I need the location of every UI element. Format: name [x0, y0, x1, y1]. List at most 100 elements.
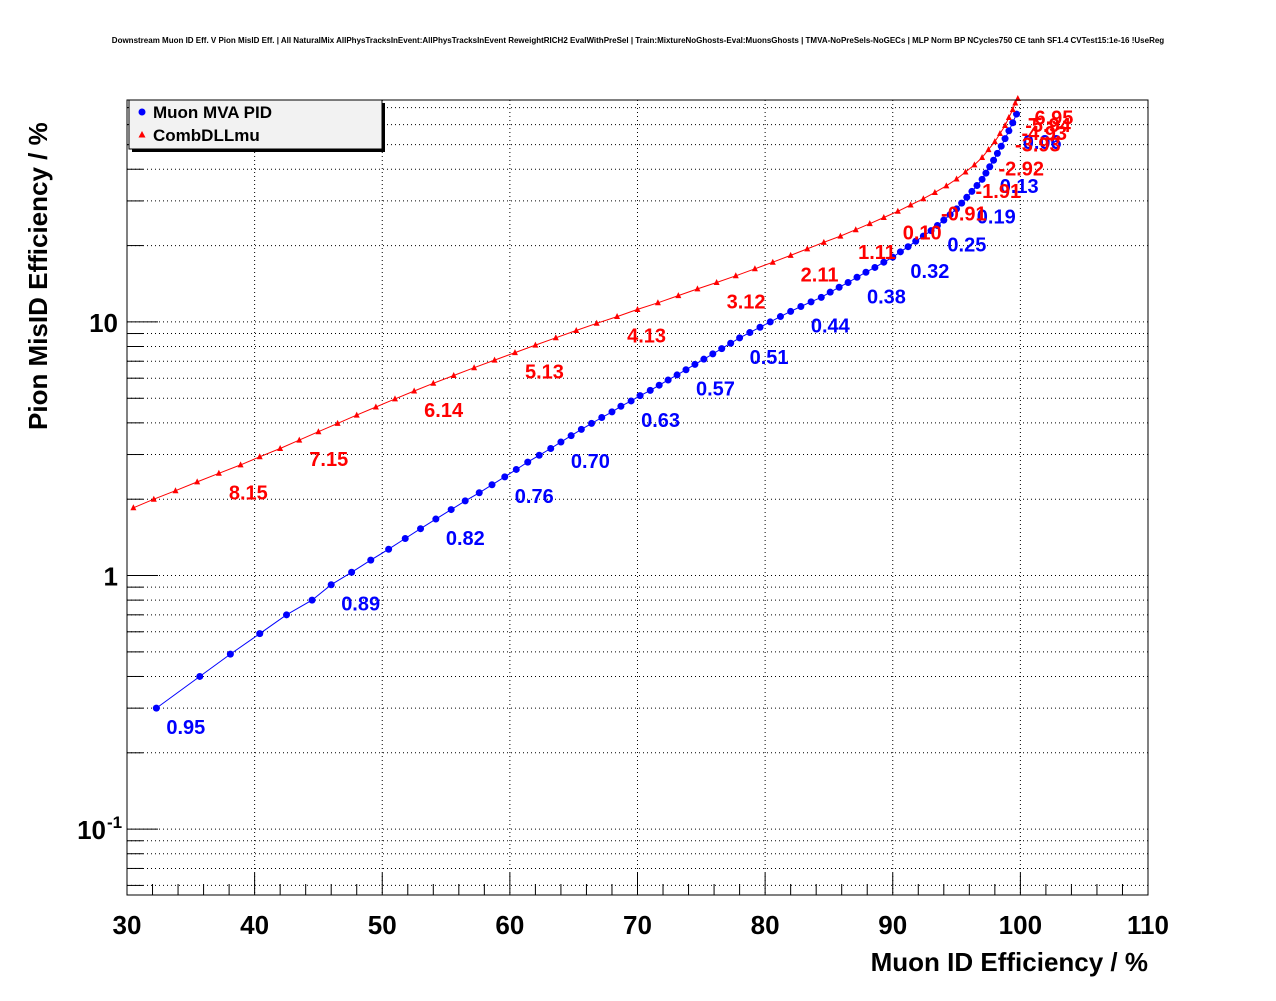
data-point-muon-mva-pid: [787, 307, 795, 315]
x-tick-label: 60: [495, 910, 524, 940]
data-point-muon-mva-pid: [447, 506, 455, 514]
data-point-muon-mva-pid: [535, 451, 543, 459]
data-point-muon-mva-pid: [401, 534, 409, 542]
data-point-muon-mva-pid: [746, 329, 754, 337]
threshold-label: 3.12: [727, 292, 766, 314]
data-point-muon-mva-pid: [646, 386, 654, 394]
data-point-muon-mva-pid: [756, 323, 764, 331]
series-layer: [130, 95, 1021, 712]
threshold-label: 0.63: [641, 410, 680, 432]
data-point-combdllmu: [237, 461, 244, 468]
data-point-combdllmu: [296, 436, 303, 443]
data-point-muon-mva-pid: [871, 263, 879, 271]
data-point-muon-mva-pid: [933, 222, 941, 230]
data-point-combdllmu: [654, 299, 661, 306]
threshold-label: 0.76: [515, 486, 554, 508]
threshold-label: 0.25: [947, 235, 986, 257]
data-point-muon-mva-pid: [709, 350, 717, 358]
threshold-label: 0.10: [903, 222, 942, 244]
data-point-muon-mva-pid: [417, 525, 425, 533]
threshold-label: 0.95: [166, 717, 205, 739]
data-point-muon-mva-pid: [655, 381, 663, 389]
data-point-combdllmu: [985, 146, 992, 153]
threshold-label: -6.95: [1028, 108, 1074, 130]
data-point-combdllmu: [920, 195, 927, 202]
threshold-label: 0.32: [910, 261, 949, 283]
data-point-combdllmu: [962, 168, 969, 175]
data-point-combdllmu: [411, 387, 418, 394]
data-point-muon-mva-pid: [982, 169, 990, 177]
data-point-muon-mva-pid: [475, 489, 483, 497]
x-axis-title: Muon ID Efficiency / %: [871, 947, 1148, 977]
x-tick-label: 40: [240, 910, 269, 940]
x-tick-label: 110: [1127, 910, 1169, 940]
threshold-label: -3.93: [1015, 134, 1061, 156]
data-point-muon-mva-pid: [557, 438, 565, 446]
data-point-combdllmu: [593, 319, 600, 326]
data-point-muon-mva-pid: [997, 142, 1005, 150]
data-point-muon-mva-pid: [968, 187, 976, 195]
data-point-muon-mva-pid: [700, 355, 708, 363]
data-point-combdllmu: [491, 356, 498, 363]
data-point-muon-mva-pid: [912, 237, 920, 245]
data-point-muon-mva-pid: [691, 360, 699, 368]
data-point-muon-mva-pid: [577, 425, 585, 433]
data-point-muon-mva-pid: [844, 279, 852, 287]
data-point-combdllmu: [907, 201, 914, 208]
chart-title: Downstream Muon ID Eff. V Pion MisID Eff…: [112, 36, 1165, 45]
threshold-label: 7.15: [309, 449, 348, 471]
legend-box: [128, 99, 383, 150]
x-tick-label: 90: [878, 910, 907, 940]
threshold-label: 0.57: [696, 379, 735, 401]
data-point-muon-mva-pid: [807, 298, 815, 306]
data-point-muon-mva-pid: [501, 473, 509, 481]
data-point-muon-mva-pid: [993, 149, 1001, 157]
data-point-muon-mva-pid: [889, 253, 897, 261]
data-point-muon-mva-pid: [817, 293, 825, 301]
data-point-combdllmu: [552, 334, 559, 341]
legend-marker-muon-mva-pid: [138, 108, 146, 116]
threshold-label: -2.92: [998, 159, 1044, 181]
threshold-label: 6.14: [424, 400, 464, 422]
data-point-muon-mva-pid: [904, 243, 912, 251]
data-point-muon-mva-pid: [367, 556, 375, 564]
data-point-muon-mva-pid: [1001, 135, 1009, 143]
data-point-combdllmu: [820, 238, 827, 245]
data-point-muon-mva-pid: [958, 199, 966, 207]
data-point-muon-mva-pid: [588, 419, 596, 427]
data-point-muon-mva-pid: [327, 581, 335, 589]
threshold-label: 0.70: [571, 451, 610, 473]
data-point-muon-mva-pid: [348, 568, 356, 576]
legend-label-muon-mva-pid: Muon MVA PID: [153, 103, 272, 122]
data-point-combdllmu: [804, 245, 811, 252]
data-point-combdllmu: [979, 153, 986, 160]
data-point-muon-mva-pid: [797, 303, 805, 311]
threshold-label: 4.13: [627, 326, 666, 348]
threshold-label: -1.91: [975, 181, 1021, 203]
data-point-combdllmu: [353, 411, 360, 418]
data-point-combdllmu: [334, 419, 341, 426]
data-point-combdllmu: [150, 495, 157, 502]
threshold-label: 0.89: [341, 594, 380, 616]
data-point-muon-mva-pid: [308, 596, 316, 604]
data-point-combdllmu: [634, 305, 641, 312]
data-point-muon-mva-pid: [963, 193, 971, 201]
data-point-muon-mva-pid: [636, 392, 644, 400]
data-point-combdllmu: [769, 258, 776, 265]
data-point-muon-mva-pid: [256, 630, 264, 638]
data-point-combdllmu: [713, 279, 720, 286]
threshold-label: 5.13: [525, 362, 564, 384]
data-point-combdllmu: [732, 272, 739, 279]
data-point-combdllmu: [837, 232, 844, 239]
threshold-label: 0.19: [977, 206, 1016, 228]
data-point-muon-mva-pid: [598, 413, 606, 421]
legend-label-combdllmu: CombDLLmu: [153, 126, 260, 145]
data-point-combdllmu: [943, 182, 950, 189]
threshold-label: -0.91: [941, 204, 987, 226]
x-tick-label: 50: [368, 910, 397, 940]
data-point-muon-mva-pid: [718, 345, 726, 353]
